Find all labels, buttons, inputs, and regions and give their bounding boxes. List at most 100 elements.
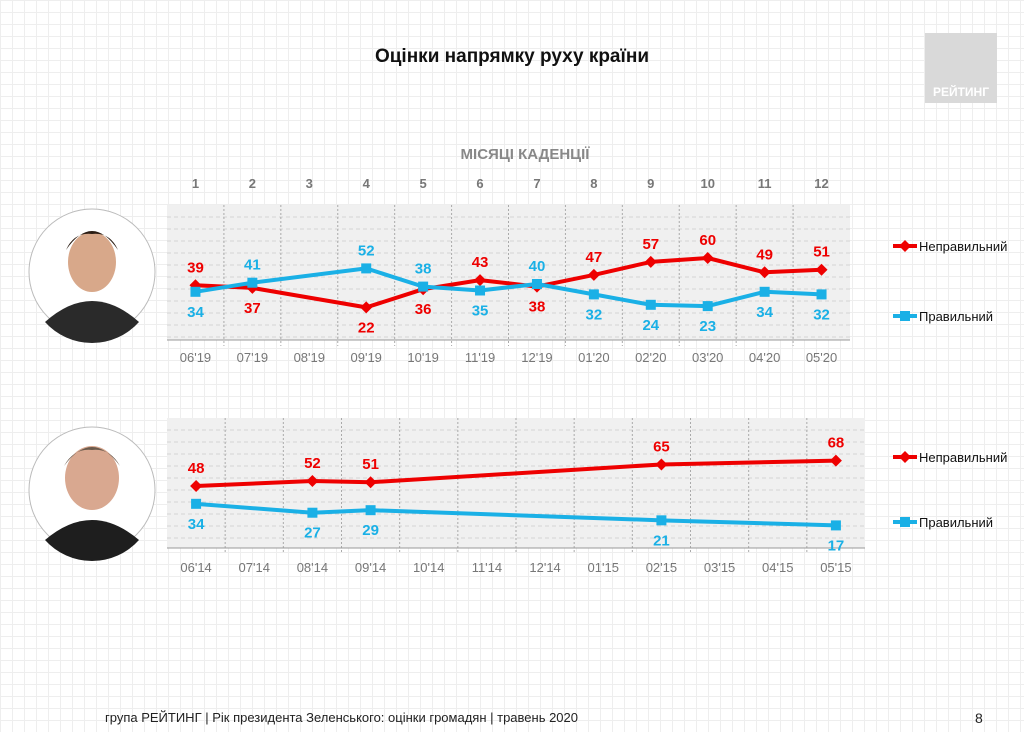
data-point-square <box>307 507 318 518</box>
data-label: 51 <box>813 244 830 261</box>
x-tick-label: 09'19 <box>351 350 382 365</box>
x-tick-label: 01'15 <box>588 560 619 575</box>
legend-label: Неправильний <box>919 239 1007 254</box>
data-label: 39 <box>187 259 204 276</box>
data-point-square <box>361 263 372 274</box>
data-label: 51 <box>362 456 379 473</box>
data-point-diamond <box>644 255 657 268</box>
x-tick-label: 07'14 <box>239 560 270 575</box>
data-label: 57 <box>642 236 659 253</box>
month-number-label: 2 <box>249 176 256 191</box>
x-tick-label: 01'20 <box>578 350 609 365</box>
legend-marker-square <box>900 517 910 527</box>
data-label: 23 <box>699 318 716 335</box>
data-label: 41 <box>244 257 261 274</box>
data-label: 40 <box>529 258 546 275</box>
month-number-label: 6 <box>476 176 483 191</box>
x-tick-label: 12'19 <box>521 350 552 365</box>
data-point-diamond <box>829 454 842 467</box>
data-point-diamond <box>701 252 714 264</box>
x-tick-label: 03'15 <box>704 560 735 575</box>
x-tick-label: 11'19 <box>465 350 495 365</box>
data-label: 17 <box>828 537 845 554</box>
legend-marker-square <box>900 311 910 321</box>
data-label: 49 <box>756 246 773 263</box>
data-label: 32 <box>586 306 603 323</box>
data-label: 29 <box>362 522 379 539</box>
legend-label: Неправильний <box>919 450 1007 465</box>
month-number-label: 11 <box>758 176 772 191</box>
x-tick-label: 10'19 <box>407 350 438 365</box>
x-tick-label: 04'15 <box>762 560 793 575</box>
data-label: 32 <box>813 306 830 323</box>
rating-logo: РЕЙТИНГ <box>925 33 997 103</box>
data-label: 22 <box>358 319 375 336</box>
month-number-label: 1 <box>192 176 199 191</box>
x-tick-label: 02'15 <box>646 560 677 575</box>
x-tick-label: 05'20 <box>806 350 837 365</box>
data-label: 34 <box>188 516 205 533</box>
x-tick-label: 06'19 <box>180 350 211 365</box>
x-tick-label: 08'19 <box>294 350 325 365</box>
x-tick-label: 09'14 <box>355 560 386 575</box>
month-number-label: 8 <box>590 176 597 191</box>
data-point-diamond <box>364 476 377 489</box>
data-label: 21 <box>653 532 670 549</box>
x-tick-label: 07'19 <box>237 350 268 365</box>
data-point-square <box>702 301 713 312</box>
data-point-diamond <box>190 480 203 493</box>
data-point-diamond <box>815 263 828 276</box>
data-label: 35 <box>472 303 489 320</box>
data-point-diamond <box>360 301 373 314</box>
footer-text: група РЕЙТИНГ | Рік президента Зеленсько… <box>105 710 579 725</box>
x-tick-label: 12'14 <box>529 560 560 575</box>
x-tick-label: 11'14 <box>472 560 502 575</box>
data-label: 65 <box>653 438 670 455</box>
data-label: 60 <box>699 232 716 249</box>
data-label: 34 <box>187 304 204 321</box>
month-number-label: 10 <box>700 176 714 191</box>
x-tick-label: 10'14 <box>413 560 444 575</box>
data-label: 52 <box>304 455 321 472</box>
data-point-diamond <box>474 274 487 287</box>
data-point-square <box>531 279 542 289</box>
data-point-diamond <box>758 266 771 279</box>
month-number-label: 9 <box>647 176 654 191</box>
legend-marker-diamond <box>899 451 911 463</box>
data-label: 24 <box>642 317 659 334</box>
x-tick-label: 02'20 <box>635 350 666 365</box>
data-label: 68 <box>828 435 845 452</box>
month-number-label: 5 <box>420 176 427 191</box>
data-point-square <box>816 289 827 300</box>
data-point-square <box>830 520 841 531</box>
zelensky-photo <box>28 208 156 344</box>
x-tick-label: 04'20 <box>749 350 780 365</box>
data-label: 34 <box>756 304 773 321</box>
x-tick-label: 06'14 <box>180 560 211 575</box>
page-title: Оцінки напрямку руху країни <box>374 46 650 67</box>
page-number: 8 <box>975 710 983 726</box>
data-point-diamond <box>655 458 668 471</box>
data-point-square <box>190 286 201 297</box>
data-label: 36 <box>415 301 432 318</box>
data-label: 38 <box>529 299 546 316</box>
data-point-diamond <box>306 474 319 487</box>
legend-marker-diamond <box>899 240 911 252</box>
legend-label: Правильний <box>919 309 993 324</box>
x-tick-label: 05'15 <box>820 560 851 575</box>
data-point-square <box>418 281 429 292</box>
data-label: 47 <box>586 249 603 266</box>
data-point-square <box>365 505 376 516</box>
data-point-square <box>191 498 202 509</box>
data-point-square <box>759 286 770 297</box>
logo-text: РЕЙТИНГ <box>932 85 990 99</box>
month-number-label: 4 <box>363 176 371 191</box>
data-label: 38 <box>415 261 432 278</box>
data-label: 27 <box>304 525 321 542</box>
top-axis-label: МІСЯЦІ КАДЕНЦІЇ <box>460 146 590 163</box>
legend-label: Правильний <box>919 515 993 530</box>
month-number-label: 12 <box>814 176 828 191</box>
data-point-square <box>656 515 667 526</box>
data-point-square <box>247 277 258 288</box>
